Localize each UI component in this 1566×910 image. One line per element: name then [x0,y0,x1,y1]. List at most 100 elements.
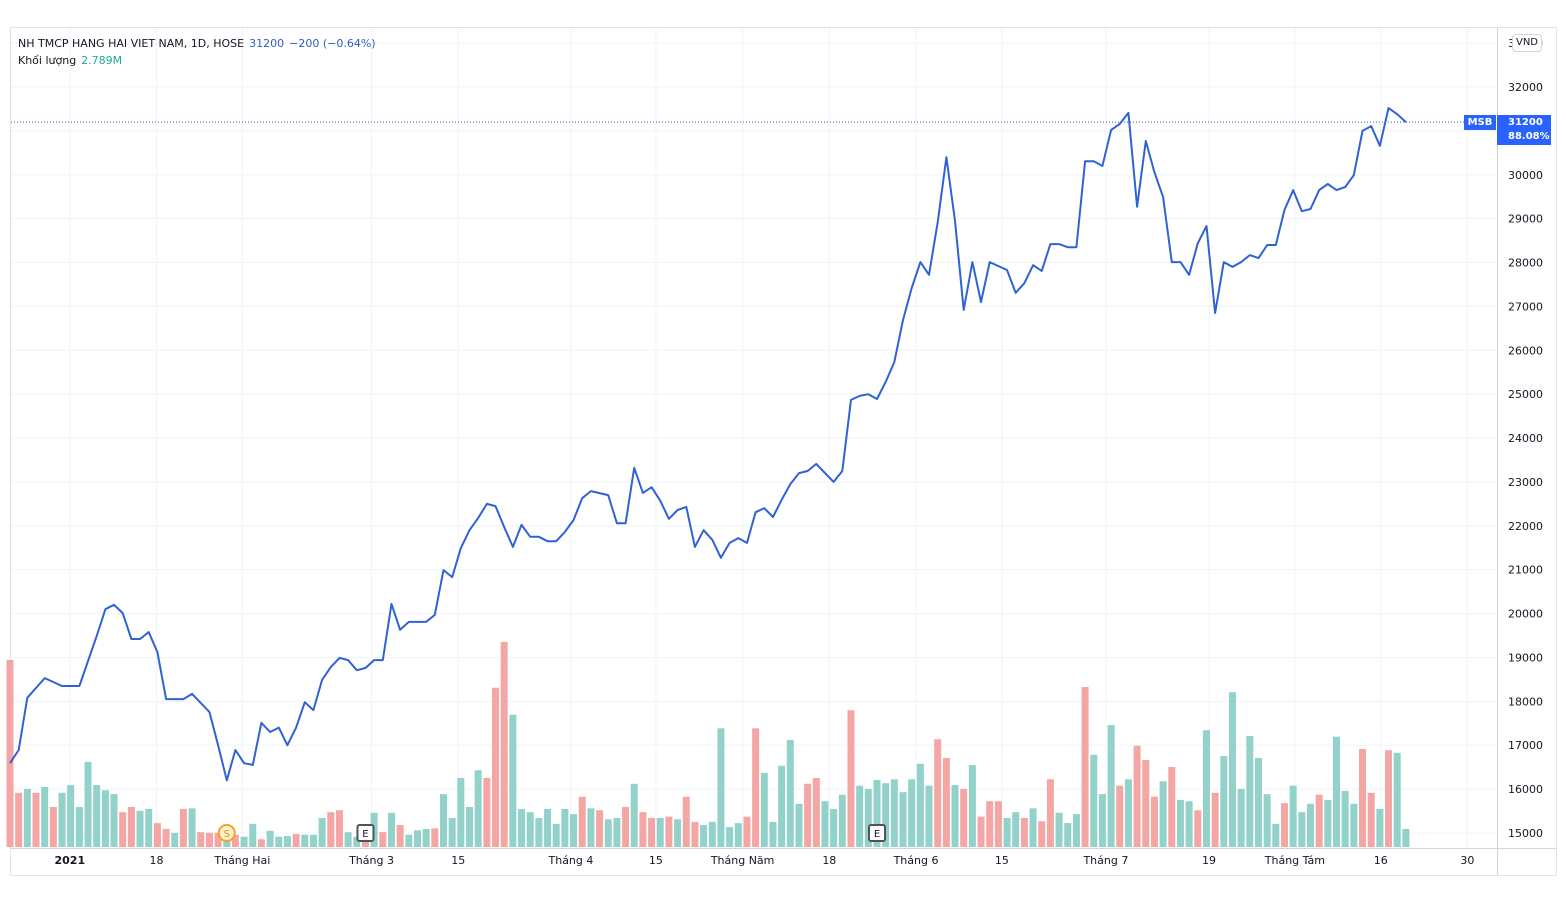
y-tick-label: 28000 [1508,257,1543,270]
last-price: 31200 [249,37,285,50]
volume-bar [1072,814,1080,847]
volume-bar [778,765,786,847]
volume-bar [1194,810,1202,847]
volume-bar [760,772,768,847]
volume-bar [171,832,179,847]
volume-bar [101,790,109,847]
volume-bar [301,834,309,847]
volume-bar [908,779,916,847]
volume-bar [535,817,543,847]
volume-bar [570,814,578,847]
volume-bar [49,807,57,847]
volume-bar [6,659,14,847]
volume-bar [1064,823,1072,847]
volume-bar [500,641,508,847]
volume-bar [1159,781,1167,847]
earnings-marker: E [868,824,886,842]
volume-bar [1280,803,1288,847]
volume-bar [795,803,803,847]
x-tick-label: Tháng Tám [1264,854,1325,867]
volume-bar [1090,754,1098,847]
y-tick-label: 24000 [1508,432,1543,445]
volume-bar [847,710,855,847]
volume-bar [405,834,413,847]
x-tick-label: Tháng Hai [213,854,270,867]
volume-bar [283,836,291,847]
x-tick-label: Tháng 6 [893,854,939,867]
y-tick-label: 18000 [1508,695,1543,708]
earnings-icon [356,824,375,842]
volume-bar [934,739,942,847]
volume-bar [752,728,760,847]
x-tick-label: 30 [1460,854,1474,867]
x-tick-label: 16 [1374,854,1388,867]
volume-bar [1142,759,1150,847]
volume-bar [1289,785,1297,847]
y-tick-label: 29000 [1508,213,1543,226]
y-tick-label: 16000 [1508,783,1543,796]
volume-bar [1202,730,1210,847]
volume-bar [925,785,933,847]
volume-bar [830,808,838,847]
volume-bar [1315,794,1323,847]
volume-bar [231,834,239,847]
volume-bar [622,807,630,847]
price-tag: 31200 88.08% [1497,115,1551,145]
volume-bar [1107,725,1115,847]
volume-bar [804,783,812,847]
volume-bar [1272,823,1280,847]
volume-bar [431,828,439,847]
volume-bar [197,832,205,847]
earnings-marker: E [356,824,375,842]
volume-bar [93,785,101,847]
volume-bar [214,832,222,847]
volume-bar [179,808,187,847]
volume-bar [353,836,361,847]
volume-bar [743,816,751,847]
volume-bar [58,792,66,847]
volume-bar [23,788,31,847]
volume-bar [1150,796,1158,847]
volume-bar [145,808,153,847]
volume-bar [266,830,274,847]
currency-button[interactable]: VND [1512,34,1542,52]
volume-bar [275,836,283,847]
volume-bar [873,779,881,847]
y-tick-label: 27000 [1508,300,1543,313]
x-tick-label: Tháng 7 [1082,854,1128,867]
volume-bar [1055,812,1063,847]
volume-bar [812,777,820,847]
volume-bar [587,808,595,847]
volume-bar [942,757,950,847]
volume-bar [968,765,976,847]
volume-bar [457,777,465,847]
volume-bar [1333,736,1341,847]
volume-bar [578,796,586,847]
volume-bar [1237,788,1245,847]
volume-bar [648,817,656,847]
volume-bar [734,823,742,847]
volume-bar [188,808,196,847]
volume-bar [951,785,959,847]
volume-bar [1263,794,1271,847]
volume-bar [162,828,170,847]
volume-bar [136,810,144,847]
x-tick-label: Tháng 4 [548,854,594,867]
volume-bar [630,783,638,847]
volume-bar [153,823,161,847]
volume-bar [596,810,604,847]
volume-bar [249,823,257,847]
volume-bar [422,828,430,847]
volume-bar [916,763,924,847]
volume-bar [726,827,734,847]
volume-bar [387,812,395,847]
volume-bar [1176,799,1184,847]
volume-bar [1324,799,1332,847]
y-tick-label: 20000 [1508,608,1543,621]
volume-bar [613,817,621,847]
volume-bar [700,825,708,847]
volume-bar [691,821,699,847]
y-tick-label: 17000 [1508,739,1543,752]
volume-bar [786,739,794,847]
